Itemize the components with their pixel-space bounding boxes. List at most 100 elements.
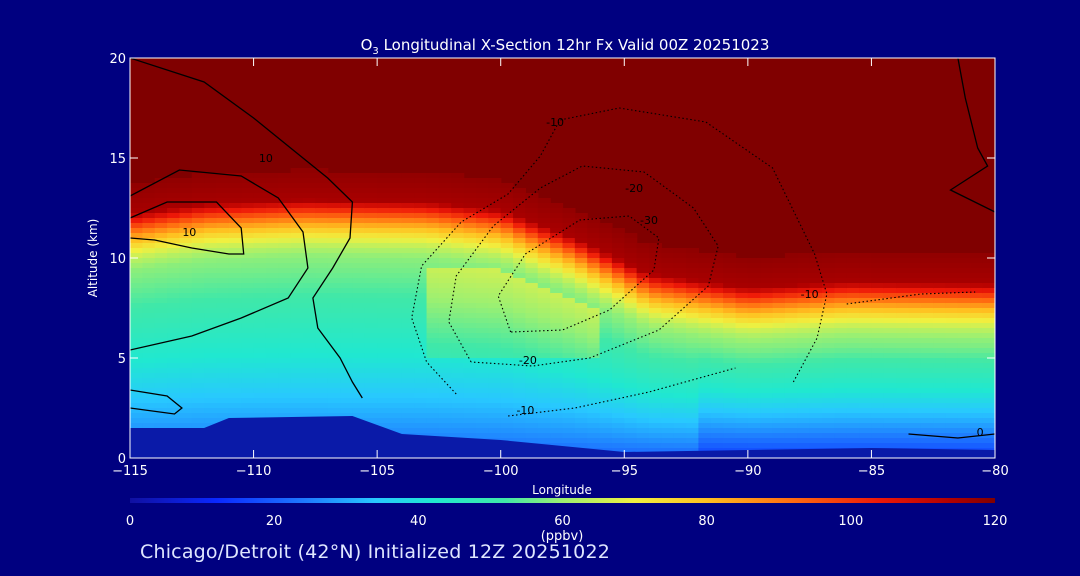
field-cell: [562, 433, 576, 439]
field-cell: [389, 323, 403, 329]
field-cell: [303, 358, 316, 364]
field-cell: [401, 233, 415, 239]
field-cell: [476, 248, 489, 254]
field-cell: [562, 208, 576, 214]
field-cell: [290, 388, 304, 394]
field-cell: [772, 258, 786, 264]
field-cell: [364, 213, 378, 219]
field-cell: [327, 273, 341, 279]
field-cell: [599, 368, 613, 374]
field-cell: [562, 218, 576, 224]
field-cell: [649, 383, 662, 389]
field-cell: [438, 423, 452, 429]
field-cell: [809, 388, 823, 394]
field-cell: [883, 303, 897, 309]
field-cell: [982, 433, 995, 439]
field-cell: [636, 253, 650, 259]
field-cell: [154, 233, 168, 239]
field-cell: [303, 403, 316, 409]
field-cell: [661, 433, 675, 439]
field-cell: [179, 398, 193, 404]
field-cell: [389, 223, 403, 229]
field-cell: [216, 208, 230, 214]
field-cell: [278, 323, 292, 329]
field-cell: [920, 273, 934, 279]
field-cell: [760, 308, 774, 314]
field-cell: [389, 213, 403, 219]
field-cell: [957, 253, 971, 259]
field-cell: [933, 338, 947, 344]
field-cell: [401, 368, 415, 374]
field-cell: [290, 248, 304, 254]
field-cell: [822, 348, 835, 354]
field-cell: [265, 378, 279, 384]
field-cell: [414, 373, 428, 379]
field-cell: [488, 278, 502, 284]
field-cell: [438, 188, 452, 194]
field-cell: [587, 328, 601, 334]
field-cell: [414, 278, 428, 284]
field-cell: [673, 403, 687, 409]
field-cell: [513, 293, 527, 299]
field-cell: [772, 323, 786, 329]
negative-contour: [846, 291, 976, 305]
field-cell: [315, 243, 329, 249]
field-cell: [784, 333, 798, 339]
field-cell: [760, 303, 774, 309]
field-cell: [476, 293, 489, 299]
field-cell: [871, 433, 885, 439]
field-cell: [414, 403, 428, 409]
field-cell: [167, 218, 181, 224]
field-cell: [599, 238, 613, 244]
field-cell: [537, 238, 551, 244]
field-cell: [661, 448, 675, 454]
field-cell: [784, 413, 798, 419]
field-cell: [154, 268, 168, 274]
field-cell: [661, 438, 675, 444]
field-cell: [167, 238, 181, 244]
field-cell: [945, 373, 959, 379]
field-cell: [451, 298, 465, 304]
field-cell: [265, 393, 279, 399]
field-cell: [253, 223, 267, 229]
field-cell: [599, 373, 613, 379]
field-cell: [500, 208, 514, 214]
field-cell: [167, 298, 181, 304]
field-cell: [315, 413, 329, 419]
field-cell: [859, 263, 873, 269]
field-cell: [290, 333, 304, 339]
field-cell: [364, 218, 378, 224]
field-cell: [809, 408, 823, 414]
field-cell: [698, 303, 712, 309]
field-cell: [463, 418, 477, 424]
field-cell: [784, 278, 798, 284]
field-cell: [414, 418, 428, 424]
field-cell: [204, 223, 218, 229]
field-cell: [167, 228, 181, 234]
field-cell: [550, 338, 564, 344]
field-cell: [550, 298, 564, 304]
field-cell: [624, 303, 638, 309]
field-cell: [871, 373, 885, 379]
field-cell: [142, 373, 156, 379]
field-cell: [414, 263, 428, 269]
field-cell: [760, 403, 774, 409]
field-cell: [698, 308, 712, 314]
field-cell: [216, 368, 230, 374]
field-cell: [957, 298, 971, 304]
field-cell: [661, 258, 675, 264]
field-cell: [500, 423, 514, 429]
field-cell: [611, 433, 625, 439]
field-cell: [797, 368, 811, 374]
field-cell: [290, 398, 304, 404]
field-cell: [760, 348, 774, 354]
field-cell: [315, 188, 329, 194]
field-cell: [686, 248, 700, 254]
field-cell: [550, 428, 564, 434]
field-cell: [340, 293, 354, 299]
field-cell: [303, 218, 316, 224]
field-cell: [710, 348, 724, 354]
field-cell: [142, 418, 156, 424]
field-cell: [451, 423, 465, 429]
field-cell: [649, 423, 662, 429]
